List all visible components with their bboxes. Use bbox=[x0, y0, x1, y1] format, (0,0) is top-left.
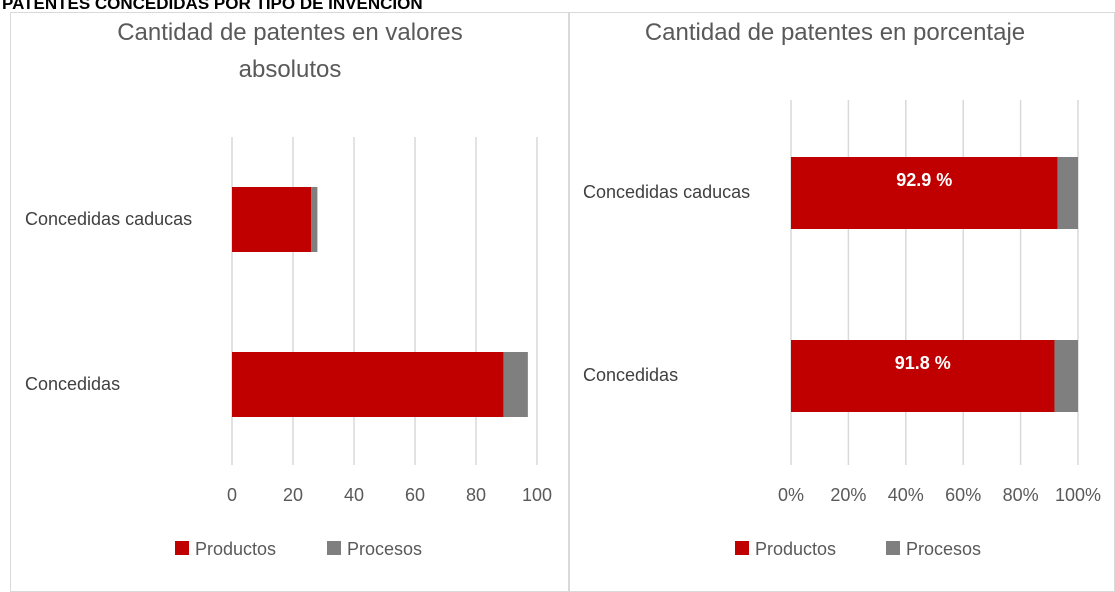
x-tick-label: 100 bbox=[522, 485, 552, 505]
chart-title: Cantidad de patentes en valores absoluto… bbox=[117, 19, 463, 83]
charts: 0 20 40 60 80 100 Productos Procesos 0% 20% 40% 60%… bbox=[175, 100, 1101, 559]
x-tick-label: 20 bbox=[283, 485, 303, 505]
x-tick-label: 100% bbox=[1055, 485, 1101, 505]
legend-label: Procesos bbox=[347, 539, 422, 559]
x-tick-label: 20% bbox=[830, 485, 866, 505]
legend-label: Procesos bbox=[906, 539, 981, 559]
x-tick-label: 0 bbox=[227, 485, 237, 505]
bar-segment bbox=[503, 352, 528, 417]
x-tick-label: 60% bbox=[945, 485, 981, 505]
x-tick-label: 80 bbox=[466, 485, 486, 505]
bar-segment bbox=[232, 352, 504, 417]
bar-segment bbox=[232, 187, 312, 252]
bar-segment bbox=[1054, 340, 1078, 412]
data-label: 91.8 % bbox=[894, 353, 951, 373]
legend-swatch bbox=[175, 541, 189, 555]
x-tick-label: 60 bbox=[405, 485, 425, 505]
bar-segment bbox=[311, 187, 318, 252]
legend-swatch bbox=[886, 541, 900, 555]
x-tick-label: 0% bbox=[778, 485, 804, 505]
bar-segment bbox=[791, 157, 1058, 229]
x-tick-label: 40 bbox=[344, 485, 364, 505]
y-tick-label: Concedidas bbox=[25, 373, 121, 394]
y-tick-label: Concedidas caducas bbox=[583, 182, 751, 202]
chart-title: Cantidad de patentes en porcentaje bbox=[644, 19, 1026, 46]
y-tick-label: Concedidas bbox=[583, 365, 679, 385]
legend-label: Productos bbox=[755, 539, 836, 559]
bar-segment bbox=[791, 340, 1055, 412]
x-tick-label: 80% bbox=[1003, 485, 1039, 505]
legend-swatch bbox=[327, 541, 341, 555]
y-tick-label: Concedidas caducas bbox=[25, 208, 193, 229]
data-label: 92.9 % bbox=[896, 170, 953, 190]
legend-label: Productos bbox=[195, 539, 276, 559]
bar-segment bbox=[1057, 157, 1078, 229]
legend-swatch bbox=[735, 541, 749, 555]
page-title: PATENTES CONCEDIDAS POR TIPO DE INVENCIÓ… bbox=[2, 0, 423, 13]
x-tick-label: 40% bbox=[888, 485, 924, 505]
